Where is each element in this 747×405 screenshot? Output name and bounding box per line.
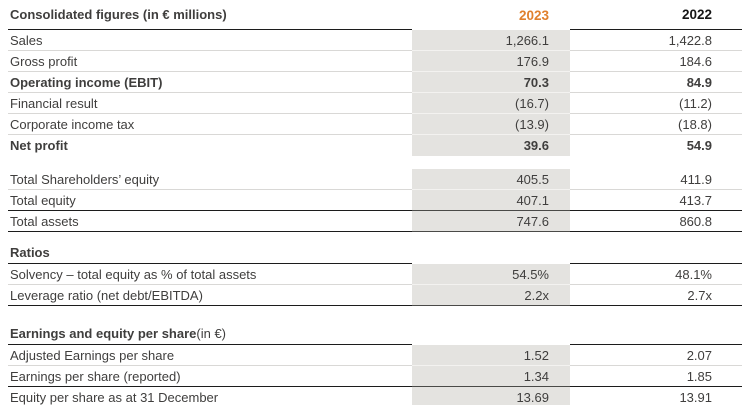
- column-spacer: [570, 0, 576, 30]
- table-row: Solvency – total equity as % of total as…: [8, 264, 742, 285]
- value-2023: 747.6: [412, 211, 570, 232]
- section-title: Ratios: [8, 245, 412, 264]
- column-spacer: [570, 345, 576, 366]
- row-label: Net profit: [10, 138, 68, 153]
- value-2022: 1.85: [576, 366, 742, 387]
- table-row: Net profit 39.6 54.9: [8, 135, 742, 156]
- value-2023: 1,266.1: [412, 30, 570, 51]
- table-row: Earnings per share (reported) 1.34 1.85: [8, 366, 742, 387]
- column-spacer: [570, 264, 576, 285]
- spacer-row: [8, 306, 742, 326]
- value-2023: (13.9): [412, 114, 570, 135]
- row-label: Total Shareholders’ equity: [8, 169, 412, 190]
- row-label: Sales: [8, 30, 412, 51]
- section-band-gap: [412, 245, 570, 264]
- value-2022: (18.8): [576, 114, 742, 135]
- table-row: Total assets 747.6 860.8: [8, 211, 742, 232]
- row-label: Total equity: [8, 190, 412, 211]
- table-row: Corporate income tax (13.9) (18.8): [8, 114, 742, 135]
- value-2023: 407.1: [412, 190, 570, 211]
- column-spacer: [570, 114, 576, 135]
- row-label: Operating income (EBIT): [8, 72, 412, 93]
- value-2023: 2.2x: [412, 285, 570, 306]
- value-2023: (16.7): [412, 93, 570, 114]
- value-2023: 39.6: [412, 135, 570, 156]
- row-label: Financial result: [8, 93, 412, 114]
- table-row: Total Shareholders’ equity 405.5 411.9: [8, 169, 742, 190]
- row-label: Adjusted Earnings per share: [8, 345, 412, 366]
- column-spacer: [570, 245, 576, 264]
- section-header-space: [576, 326, 742, 345]
- table-row: Leverage ratio (net debt/EBITDA) 2.2x 2.7x: [8, 285, 742, 306]
- column-spacer: [570, 366, 576, 387]
- section-header-space: [576, 245, 742, 264]
- table-row: Sales 1,266.1 1,422.8: [8, 30, 742, 51]
- value-2023: 176.9: [412, 51, 570, 72]
- column-spacer: [570, 190, 576, 211]
- table-row: Adjusted Earnings per share 1.52 2.07: [8, 345, 742, 366]
- value-2022: 84.9: [576, 72, 742, 93]
- table-row: Gross profit 176.9 184.6: [8, 51, 742, 72]
- table-header-row: Consolidated figures (in € millions) 202…: [8, 0, 742, 30]
- row-label: Solvency – total equity as % of total as…: [8, 264, 412, 285]
- section-header-row: Ratios: [8, 245, 742, 264]
- table-body: Sales 1,266.1 1,422.8 Gross profit 176.9 184.…: [8, 30, 747, 405]
- value-2023: 405.5: [412, 169, 570, 190]
- row-label: Gross profit: [8, 51, 412, 72]
- value-2022: 48.1%: [576, 264, 742, 285]
- section-band-gap: [412, 326, 570, 345]
- value-2022: 184.6: [576, 51, 742, 72]
- spacer-row: [8, 156, 742, 169]
- table-row: Equity per share as at 31 December 13.69 1…: [8, 387, 742, 405]
- column-spacer: [570, 93, 576, 114]
- section-header-row: Earnings and equity per share (in €): [8, 326, 742, 345]
- value-2022: 2.7x: [576, 285, 742, 306]
- row-label: Leverage ratio (net debt/EBITDA): [8, 285, 412, 306]
- value-2022: 860.8: [576, 211, 742, 232]
- column-spacer: [570, 326, 576, 345]
- column-spacer: [570, 30, 576, 51]
- section-title: Earnings and equity per share (in €): [8, 326, 412, 345]
- value-2023: 54.5%: [412, 264, 570, 285]
- row-label: Earnings per share (reported): [8, 366, 412, 387]
- table-row: Total equity 407.1 413.7: [8, 190, 742, 211]
- column-spacer: [570, 72, 576, 93]
- table-title: Consolidated figures (in € millions): [8, 0, 412, 30]
- value-2022: 413.7: [576, 190, 742, 211]
- column-spacer: [570, 285, 576, 306]
- column-spacer: [570, 211, 576, 232]
- table-row: Financial result (16.7) (11.2): [8, 93, 742, 114]
- value-2022: 1,422.8: [576, 30, 742, 51]
- year-header-2023: 2023: [412, 0, 570, 30]
- value-2023: 1.52: [412, 345, 570, 366]
- row-label: Equity per share as at 31 December: [10, 390, 219, 405]
- value-2022: 13.91: [679, 390, 712, 405]
- value-2023: 13.69: [412, 387, 570, 405]
- value-2023: 1.34: [412, 366, 570, 387]
- column-spacer: [570, 51, 576, 72]
- year-header-2022: 2022: [576, 0, 742, 30]
- row-label: Total assets: [8, 211, 412, 232]
- value-2022: 2.07: [576, 345, 742, 366]
- table-row: Operating income (EBIT) 70.3 84.9: [8, 72, 742, 93]
- value-2023: 70.3: [412, 72, 570, 93]
- value-2022: 54.9: [686, 138, 712, 153]
- spacer-row: [8, 232, 742, 245]
- column-spacer: [570, 169, 576, 190]
- value-2022: 411.9: [576, 169, 742, 190]
- value-2022: (11.2): [576, 93, 742, 114]
- row-label: Corporate income tax: [8, 114, 412, 135]
